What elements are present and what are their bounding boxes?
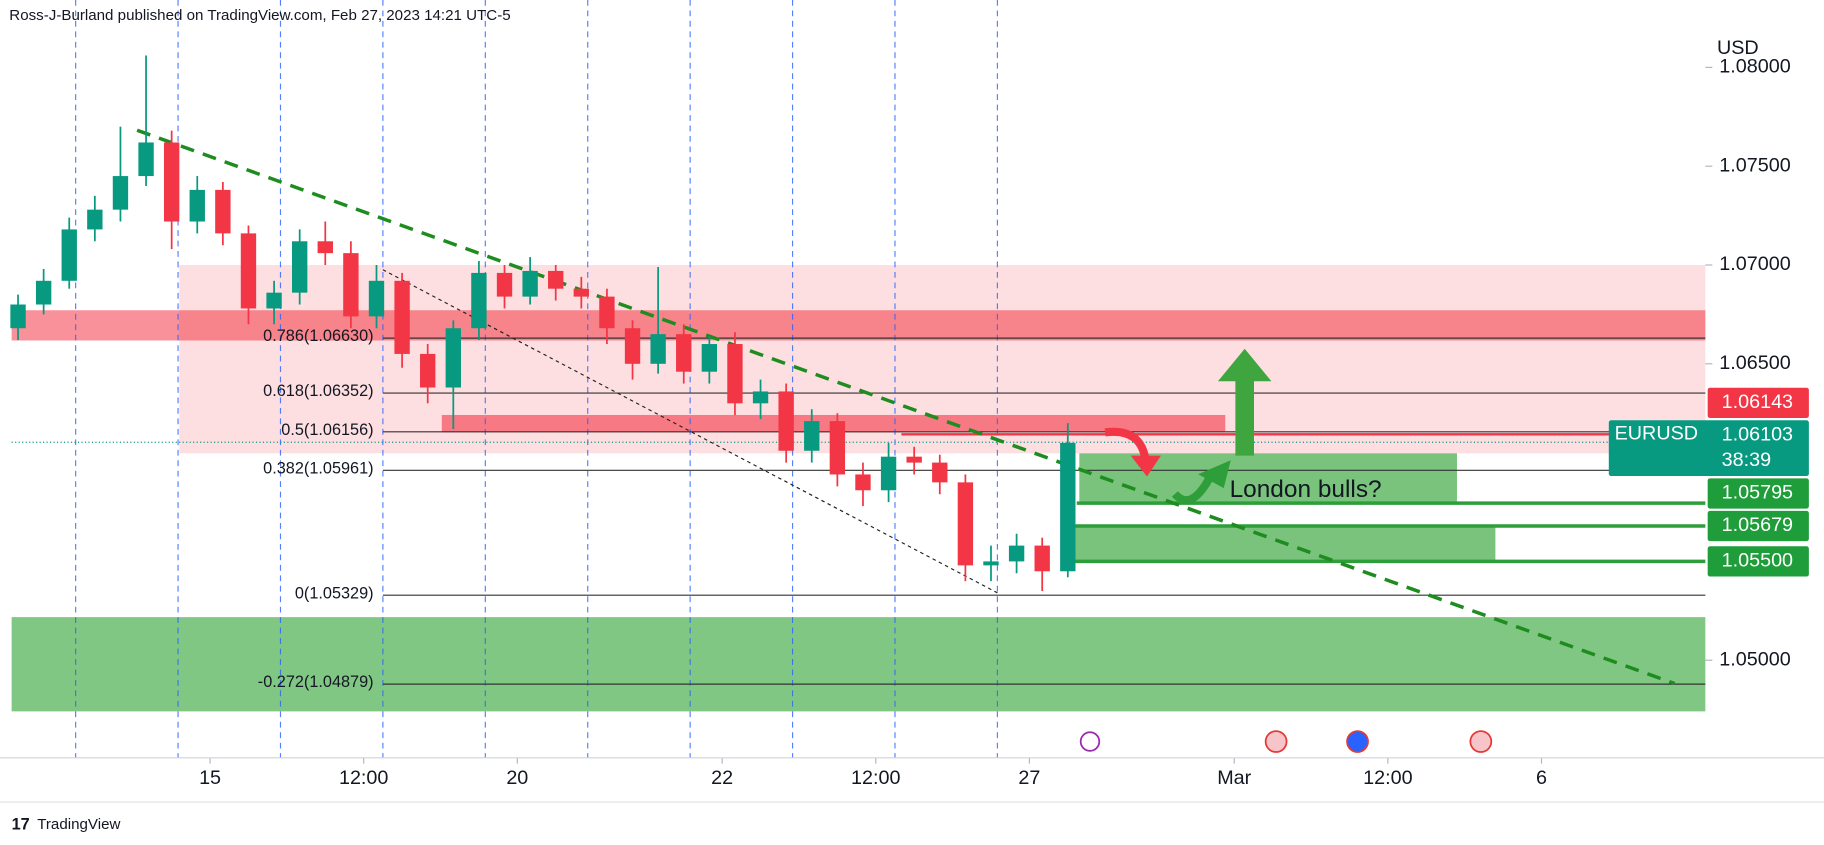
zone [1061,525,1496,561]
x-tick-label: 12:00 [1363,767,1412,789]
y-tick-label: 1.07000 [1719,253,1790,275]
x-tick-label: 12:00 [339,767,388,789]
x-tick-label: 27 [1018,767,1040,789]
lines-layer: 0.786(1.06630) 0.618(1.06352) 0.5(1.06156)… [11,128,1706,691]
arrows [1104,348,1272,505]
x-tick-label: 15 [199,767,221,789]
candle-body [573,288,590,297]
countdown: 38:39 [1722,449,1771,471]
price-label-box [1707,387,1809,418]
price-label: 1.05795 [1722,482,1793,504]
candle-body [906,456,922,463]
candle-body [163,142,180,222]
y-tick-label: 1.06500 [1719,352,1790,374]
up-arrow [1217,348,1272,456]
symbol-label: EURUSD [1615,422,1698,444]
candle-body [1008,545,1025,562]
logo-mark: 17 [12,816,30,834]
x-tick-label: 12:00 [851,767,900,789]
price-label-box [1707,478,1809,509]
candle-body [291,241,308,293]
candle-body [112,176,129,210]
candle-body [10,304,26,329]
zone [11,310,1706,341]
candle-body [394,280,410,354]
candle-body [420,353,436,388]
candle-body [650,334,666,364]
candle-body [87,209,103,230]
green-arrow-head [1198,460,1231,489]
candle-body [804,421,820,451]
event-icon [1079,731,1101,752]
candle-body [138,142,154,177]
header: Ross-J-Burland published on TradingView.… [9,7,510,24]
event-icon [1469,730,1493,753]
x-tick-label: 20 [506,767,528,789]
y-tick-label: 1.07500 [1719,154,1790,176]
zone [11,617,1706,712]
candle-body [624,328,641,364]
price-label: 1.06103 [1722,424,1793,446]
candle-body [189,189,205,222]
candle-body [240,233,257,309]
candle-body [368,280,385,317]
currency: USD [1717,37,1759,59]
x-tick-label: 6 [1536,767,1547,789]
candle-body [676,334,692,372]
candle-body [855,474,871,491]
candle-body [1060,442,1076,572]
footer-brand: TradingView [37,816,120,833]
candle-body [317,241,333,254]
candle-body [983,561,999,566]
x-tick-label: 22 [711,767,733,789]
candle-body [35,280,52,305]
candles-layer [10,55,1076,592]
price-label-box [1707,510,1809,542]
fib-label: 0(1.05329) [295,584,374,602]
candle-body [932,462,948,483]
candle-body [343,253,359,317]
candle-body [778,391,794,451]
grid-layer [75,0,1713,764]
fib-label: 0.382(1.05961) [263,459,373,477]
candle-body [496,272,513,297]
annotation: London bulls? [1230,476,1382,503]
price-label: 1.06143 [1722,391,1793,413]
fib-label: 0.786(1.06630) [263,327,373,345]
y-tick-label: 1.05000 [1719,648,1790,670]
fib-label: -0.272(1.04879) [258,673,374,691]
y-tick-label: 1.08000 [1719,56,1790,78]
trendline [136,128,1676,686]
fib-label: 0.618(1.06352) [263,382,373,400]
candle-body [701,344,718,372]
event-icons [1079,730,1493,753]
price-label-box [1707,546,1809,577]
candle-body [957,482,974,566]
red-arrow-head [1130,455,1161,477]
candle-body [266,292,282,309]
price-label-box [1608,420,1809,477]
fib-label: 0.5(1.06156) [281,421,373,439]
candle-body [880,456,897,491]
top-layer: 1.05000 1.06500 1.07000 1.07500 1.08000 15 12:… [199,56,1809,789]
candle-body [1034,545,1050,572]
candle-body [727,344,743,404]
candle-body [599,296,615,329]
event-icon [1264,730,1288,753]
candle-body [215,189,231,234]
candle-body [522,270,538,297]
candle-body [61,229,77,281]
event-icon [1346,730,1369,753]
candle-body [471,272,487,329]
candle-body [548,270,564,289]
x-tick-label: Mar [1217,767,1251,789]
candle-body [752,391,769,404]
candle-body [445,328,461,388]
price-label: 1.05679 [1722,514,1793,536]
price-label: 1.05500 [1722,550,1793,572]
candle-body [829,421,846,475]
